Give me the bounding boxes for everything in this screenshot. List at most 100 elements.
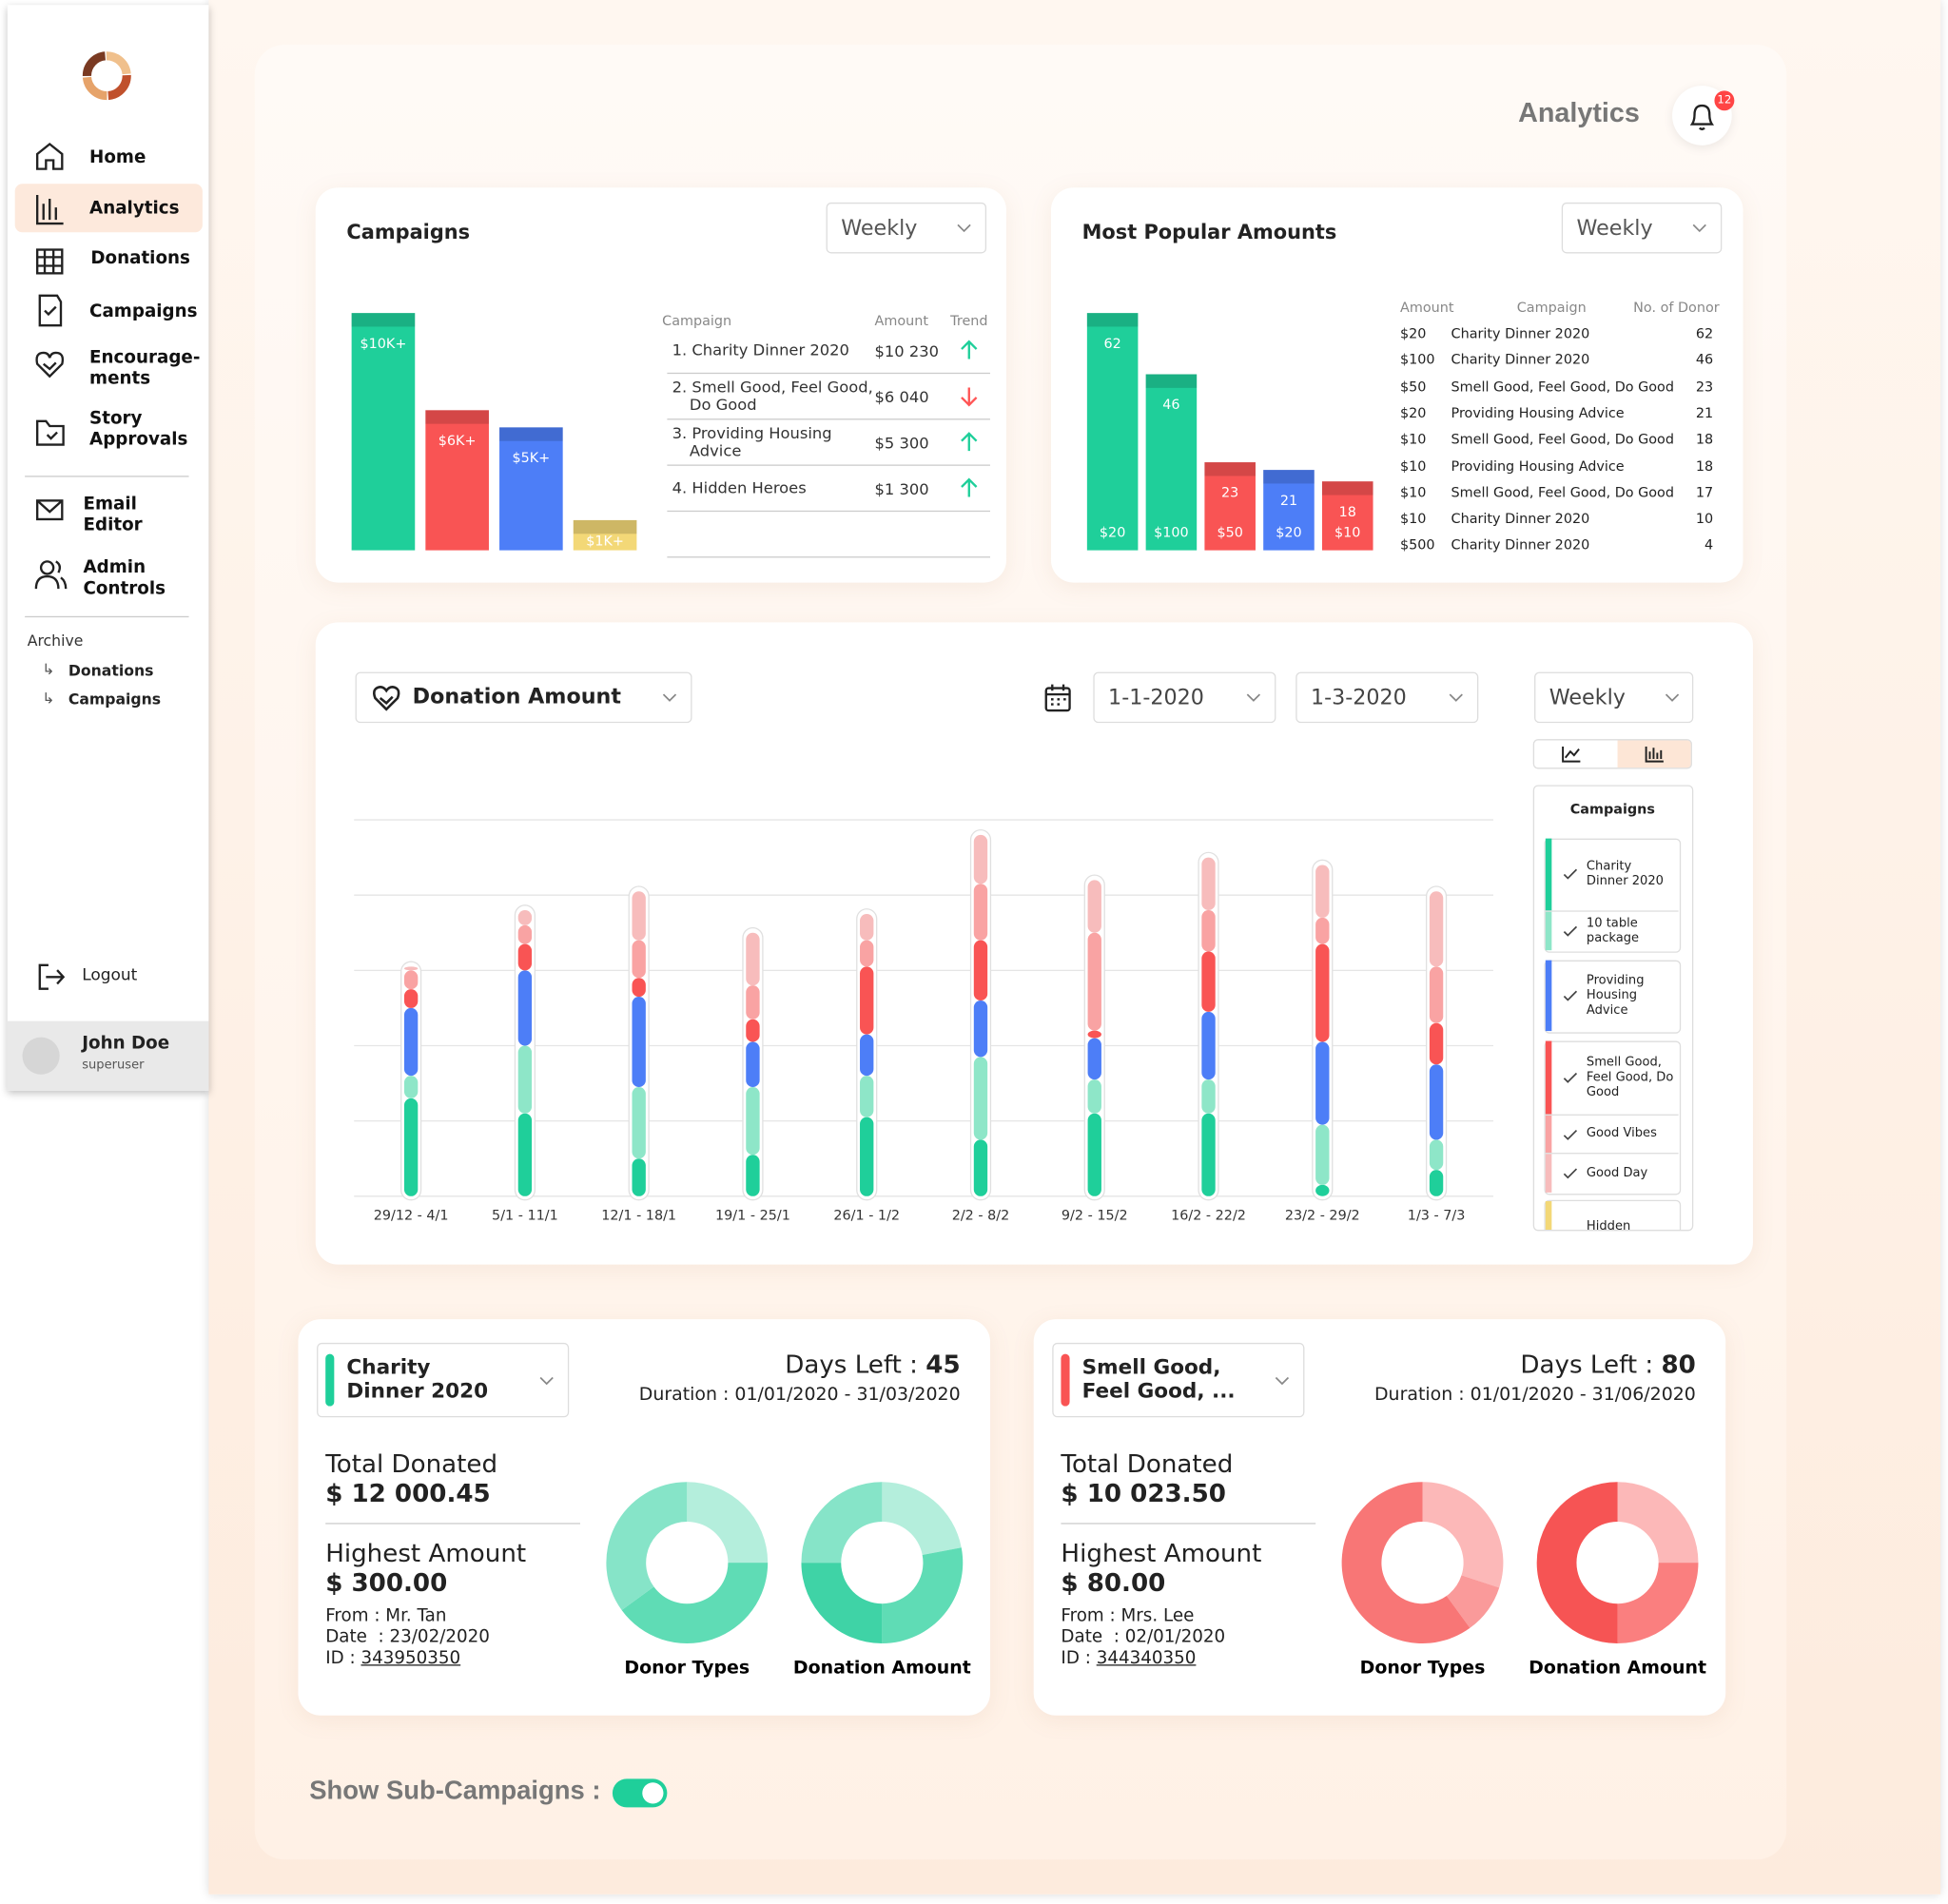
donut-segment [801, 1482, 883, 1564]
trend-arrow [961, 477, 978, 497]
bar-segment [517, 943, 533, 971]
arrow: ↳ [42, 689, 55, 708]
check-icon [1563, 990, 1578, 1001]
bar-segment [403, 1007, 419, 1077]
nav-item[interactable]: Donations [90, 248, 190, 269]
amount: $50 [1399, 378, 1427, 395]
amount: $20 [1399, 325, 1427, 342]
chevron [1449, 693, 1463, 702]
days-left: Days Left : 80 [1520, 1349, 1695, 1378]
bar-segment [517, 1045, 533, 1114]
filter-item[interactable]: Good Day [1545, 1153, 1679, 1193]
line-icon[interactable] [1562, 746, 1582, 763]
amount: $6 040 [874, 386, 929, 406]
donut-segment [1341, 1482, 1471, 1643]
bar-icon[interactable] [1645, 746, 1665, 763]
filter-color [1545, 1201, 1552, 1231]
bar [1263, 470, 1315, 551]
column-header: No. of Donor [1633, 299, 1720, 316]
bar-cap [425, 410, 489, 424]
date-from[interactable]: 1-1-2020 [1093, 671, 1276, 724]
filter-item[interactable]: Providing Housing Advice [1545, 960, 1679, 1032]
filter-item[interactable]: Good Vibes [1545, 1114, 1679, 1154]
bar [351, 313, 416, 551]
days-left-label: Days Left : [785, 1349, 926, 1379]
bar-segment [860, 940, 874, 967]
bar-segment [746, 1087, 760, 1156]
donut-segment [606, 1482, 688, 1611]
campaign: Charity Dinner 2020 [1451, 352, 1590, 368]
nav-item[interactable]: Email Editor [83, 494, 143, 535]
period-select[interactable]: Weekly [1534, 671, 1694, 724]
divider [325, 1523, 580, 1525]
archive-item[interactable]: Donations [68, 662, 154, 680]
bar-segment [1429, 1064, 1444, 1140]
chevron [539, 1376, 554, 1386]
period-select[interactable]: Weekly [826, 202, 987, 254]
x-tick-label: 23/2 - 29/2 [1285, 1209, 1360, 1224]
category-label: $10 [1334, 525, 1360, 540]
donations-card: Donation Amount 1-1-2020 1-3-2020 Weekly… [315, 622, 1753, 1265]
logout[interactable]: Logout [82, 966, 138, 985]
filter-item[interactable]: 10 table package [1545, 910, 1679, 951]
bar-chart: $10K+ $6K+ $5K+ $1K+ [351, 313, 637, 551]
bar-segment [1315, 865, 1330, 918]
calendar-icon[interactable] [1043, 683, 1073, 712]
campaign-color [325, 1353, 335, 1407]
bar-segment [1429, 891, 1444, 967]
highest-label: Highest Amount [1061, 1537, 1262, 1568]
filter-color [1545, 960, 1552, 1032]
nav-item[interactable]: Campaigns [89, 301, 198, 322]
donor-count: 4 [1704, 536, 1714, 554]
bar-segment [1201, 1113, 1216, 1196]
filter-item[interactable]: Charity Dinner 2020 [1545, 838, 1679, 911]
table-row: 2. Smell Good, Feel Good, Do Good $6 040 [667, 374, 990, 420]
bar-segment [1201, 910, 1216, 952]
arrow: ↳ [42, 660, 55, 679]
bar-segment [1315, 917, 1330, 944]
bar-segment [1429, 1022, 1444, 1065]
donation-id[interactable]: 343950350 [360, 1648, 461, 1669]
donation-id[interactable]: 344340350 [1096, 1648, 1197, 1669]
chart-type-toggle[interactable] [1532, 739, 1692, 769]
nav-item[interactable]: Analytics [89, 198, 180, 219]
campaign: Charity Dinner 2020 [1451, 536, 1590, 554]
campaign-select[interactable]: Charity Dinner 2020 [317, 1342, 570, 1418]
bar-cap [573, 519, 637, 534]
date-to[interactable]: 1-3-2020 [1295, 671, 1479, 724]
nav-item[interactable]: Encourage- ments [89, 347, 201, 389]
bar-segment [403, 970, 419, 990]
campaign: Providing Housing Advice [1451, 457, 1625, 475]
metric-select[interactable]: Donation Amount [355, 671, 692, 724]
nav-item[interactable]: Story Approvals [89, 408, 188, 450]
filter-color [1545, 838, 1552, 911]
campaign-select[interactable]: Smell Good, Feel Good, ... [1052, 1342, 1305, 1418]
campaign: Smell Good, Feel Good, Do Good [1451, 431, 1674, 448]
bar-segment [1087, 932, 1101, 1031]
amount: $100 [1399, 352, 1435, 368]
filter-item[interactable]: Smell Good, Feel Good, Do Good [1545, 1040, 1679, 1115]
from: From : Mrs. Lee [1061, 1605, 1195, 1626]
x-tick-label: 19/1 - 25/1 [715, 1209, 790, 1224]
bar-segment [1429, 1139, 1444, 1171]
bar [1145, 374, 1198, 551]
nav-item[interactable]: Admin Controls [83, 557, 166, 599]
bar-segment [1429, 1170, 1444, 1196]
bar-segment [746, 1019, 760, 1042]
archive-item[interactable]: Campaigns [68, 690, 162, 709]
arrow [961, 477, 978, 497]
amount: $10 [1399, 484, 1427, 501]
nav-item[interactable]: Home [89, 147, 146, 168]
category-label: $100 [1154, 525, 1189, 540]
stacked-chart: 29/12 - 4/1 5/1 - 11/1 12/1 - 18/1 19/1 - 2… [354, 819, 1493, 1224]
period-select[interactable]: Weekly [1561, 202, 1723, 254]
bell-button[interactable]: 12 [1672, 86, 1735, 146]
amount: $10 [1399, 510, 1427, 527]
chevron-path [539, 1376, 554, 1386]
days-left-value: 45 [925, 1349, 961, 1379]
chevron [1246, 693, 1261, 702]
trend-arrow [961, 432, 978, 452]
value-label: $5K+ [512, 451, 550, 466]
sub-campaigns-switch[interactable] [612, 1778, 668, 1808]
